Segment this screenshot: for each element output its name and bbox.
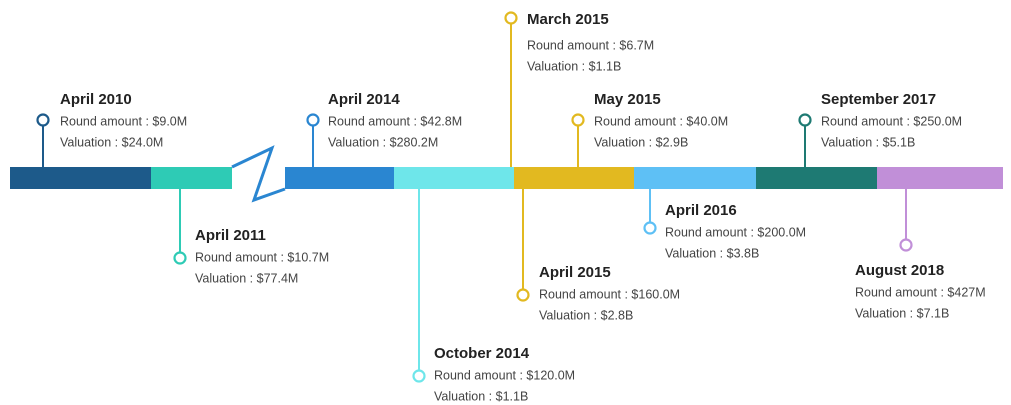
- valuation: Valuation : $2.8B: [539, 308, 633, 322]
- round-amount: Round amount : $40.0M: [594, 114, 728, 128]
- event-date: April 2015: [539, 264, 611, 281]
- round-amount: Round amount : $200.0M: [665, 225, 806, 239]
- segment: [634, 167, 756, 189]
- valuation: Valuation : $77.4M: [195, 271, 298, 285]
- marker: [36, 113, 50, 127]
- segment: [756, 167, 877, 189]
- marker: [516, 288, 530, 302]
- valuation: Valuation : $3.8B: [665, 246, 759, 260]
- valuation: Valuation : $2.9B: [594, 135, 688, 149]
- event-date: April 2011: [195, 227, 266, 244]
- segment: [394, 167, 514, 189]
- round-amount: Round amount : $9.0M: [60, 114, 187, 128]
- segment: [285, 167, 394, 189]
- marker: [798, 113, 812, 127]
- event-date: April 2014: [328, 91, 400, 108]
- round-amount: Round amount : $160.0M: [539, 287, 680, 301]
- segment: [10, 167, 151, 189]
- event-date: April 2016: [665, 202, 737, 219]
- event-date: September 2017: [821, 91, 936, 108]
- marker: [306, 113, 320, 127]
- event-date: March 2015: [527, 11, 609, 28]
- valuation: Valuation : $280.2M: [328, 135, 438, 149]
- valuation: Valuation : $1.1B: [527, 59, 621, 73]
- valuation: Valuation : $1.1B: [434, 389, 528, 403]
- break-mark: [231, 145, 286, 203]
- marker: [643, 221, 657, 235]
- marker: [571, 113, 585, 127]
- round-amount: Round amount : $6.7M: [527, 38, 654, 52]
- segment: [514, 167, 634, 189]
- marker: [899, 238, 913, 252]
- event-date: May 2015: [594, 91, 661, 108]
- segment: [877, 167, 1003, 189]
- marker: [173, 251, 187, 265]
- marker: [412, 369, 426, 383]
- round-amount: Round amount : $120.0M: [434, 368, 575, 382]
- round-amount: Round amount : $10.7M: [195, 250, 329, 264]
- events: April 2010 Round amount : $9.0M Valuation …: [36, 11, 986, 403]
- event-date: August 2018: [855, 262, 944, 279]
- round-amount: Round amount : $427M: [855, 285, 986, 299]
- marker: [504, 11, 518, 25]
- valuation: Valuation : $7.1B: [855, 306, 949, 320]
- event-date: April 2010: [60, 91, 132, 108]
- segment: [151, 167, 232, 189]
- round-amount: Round amount : $42.8M: [328, 114, 462, 128]
- timeline-bar: [10, 145, 1003, 203]
- round-amount: Round amount : $250.0M: [821, 114, 962, 128]
- valuation: Valuation : $24.0M: [60, 135, 163, 149]
- valuation: Valuation : $5.1B: [821, 135, 915, 149]
- event-date: October 2014: [434, 345, 530, 362]
